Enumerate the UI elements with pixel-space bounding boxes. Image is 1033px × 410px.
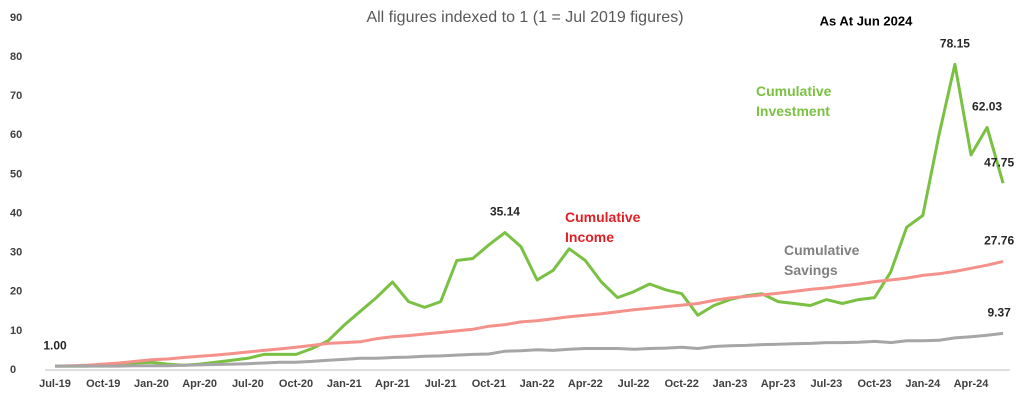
y-tick-label: 40: [10, 207, 22, 219]
data-label: 62.03: [972, 100, 1002, 114]
x-tick-label: Jul-22: [618, 378, 650, 390]
data-label: 27.76: [984, 234, 1014, 248]
series-line: [55, 331, 1004, 368]
x-tick-label: Apr-22: [568, 378, 603, 390]
x-tick-label: Oct-20: [279, 378, 313, 390]
x-tick-label: Jan-23: [713, 378, 748, 390]
series-label: Cumulative Income: [565, 209, 641, 245]
chart-title: All figures indexed to 1 (1 = Jul 2019 f…: [366, 9, 683, 26]
data-label: 9.37: [987, 306, 1011, 320]
x-tick-label: Oct-22: [665, 378, 699, 390]
series-line: [54, 259, 1004, 368]
y-tick-label: 50: [10, 168, 22, 180]
x-tick-label: Jan-20: [134, 378, 169, 390]
annotation: As At Jun 2024: [820, 13, 913, 28]
x-tick-label: Oct-21: [472, 378, 506, 390]
x-tick-label: Jul-20: [232, 378, 264, 390]
y-tick-label: 60: [10, 129, 22, 141]
y-tick-label: 90: [10, 12, 22, 24]
x-tick-label: Jul-21: [425, 378, 457, 390]
x-tick-label: Oct-23: [857, 378, 891, 390]
y-tick-label: 30: [10, 247, 22, 259]
y-tick-label: 20: [10, 286, 22, 298]
x-tick-label: Oct-19: [86, 378, 120, 390]
x-tick-label: Jan-24: [905, 378, 941, 390]
x-tick-label: Apr-21: [375, 378, 410, 390]
x-tick-label: Apr-20: [182, 378, 217, 390]
x-tick-label: Jan-22: [520, 378, 555, 390]
y-tick-label: 70: [10, 90, 22, 102]
data-label: 78.15: [940, 37, 970, 51]
y-tick-label: 0: [10, 364, 16, 376]
series-label: Cumulative Savings: [784, 242, 860, 278]
series-label: Cumulative Investment: [756, 83, 832, 119]
data-label: 47.75: [984, 155, 1014, 169]
data-label: 1.00: [43, 338, 67, 352]
y-tick-label: 80: [10, 51, 22, 63]
x-tick-label: Apr-23: [761, 378, 796, 390]
data-label: 35.14: [490, 205, 520, 219]
x-tick-label: Jan-21: [327, 378, 362, 390]
x-tick-label: Jul-19: [39, 378, 71, 390]
series-line: [55, 62, 1005, 368]
x-tick-label: Jul-23: [810, 378, 842, 390]
y-tick-label: 10: [10, 325, 22, 337]
x-tick-label: Apr-24: [954, 378, 990, 390]
